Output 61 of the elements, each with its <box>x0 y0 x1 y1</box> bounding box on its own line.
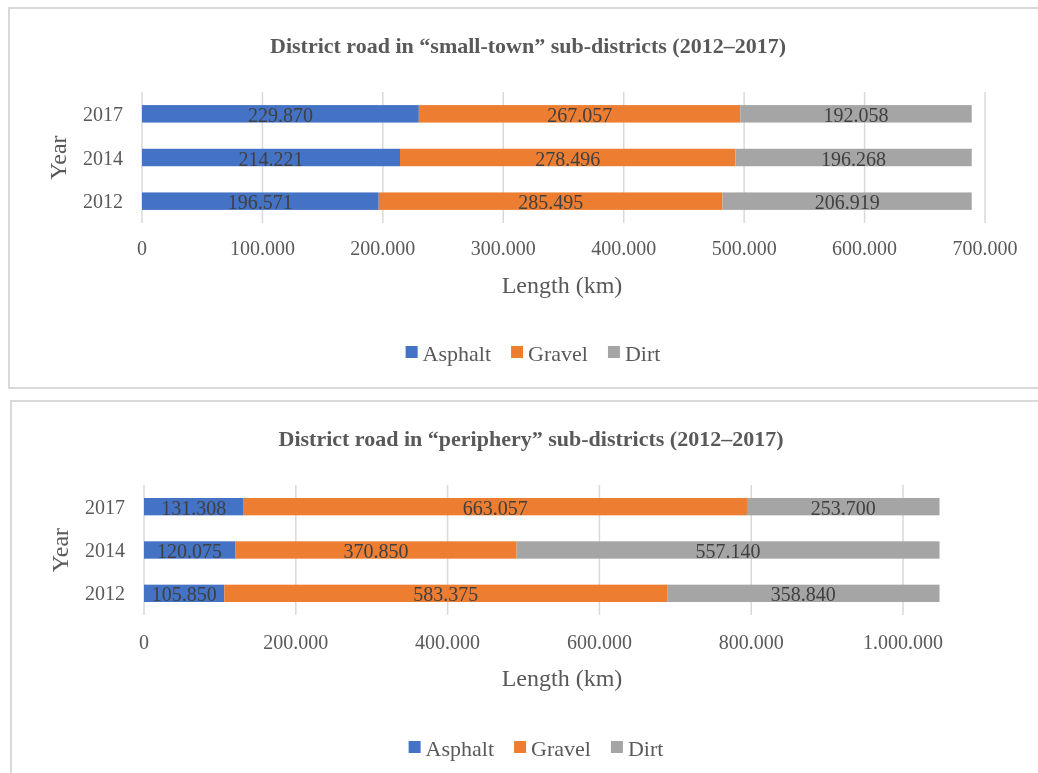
x-tick-label: 500.000 <box>711 237 777 259</box>
x-tick-label: 200.000 <box>350 237 416 259</box>
x-tick-label: 100.000 <box>229 237 295 259</box>
legend-label: Dirt <box>624 340 661 366</box>
x-tick-label: 1.000.000 <box>863 631 944 653</box>
x-tick-label: 0 <box>137 237 147 259</box>
legend-label: Gravel <box>531 735 591 761</box>
data-label: 583.375 <box>413 583 479 606</box>
data-label: 192.058 <box>823 103 889 126</box>
y-tick-label: 2017 <box>85 495 125 518</box>
data-label: 358.840 <box>770 583 836 606</box>
x-tick-label: 400.000 <box>415 631 481 653</box>
y-tick-label: 2017 <box>83 102 123 125</box>
bar <box>399 148 736 167</box>
x-axis-title: Length (km) <box>501 665 623 691</box>
bar <box>142 192 379 210</box>
legend-label: Asphalt <box>422 340 492 366</box>
x-tick-label: 600.000 <box>566 631 632 653</box>
legend-label: Asphalt <box>425 735 495 761</box>
legend-label: Gravel <box>528 340 588 366</box>
data-label: 278.496 <box>535 147 601 170</box>
data-label: 267.057 <box>547 103 613 126</box>
data-label: 229.870 <box>247 103 313 126</box>
chart-title: District road in “small-town” sub-districts (2012–2017) <box>270 32 786 58</box>
y-tick-label: 2014 <box>83 146 123 169</box>
x-tick-label: 700.000 <box>952 237 1018 259</box>
data-label: 105.850 <box>151 583 217 606</box>
data-label: 370.850 <box>343 540 409 562</box>
chart-title: District road in “periphery” sub-districts (2012–2017) <box>278 425 784 451</box>
bar <box>224 584 668 602</box>
y-axis-title: Year <box>45 135 71 180</box>
bar <box>142 105 419 123</box>
y-tick-label: 2014 <box>85 539 125 561</box>
y-axis-title: Year <box>47 527 73 573</box>
data-label: 557.140 <box>695 540 761 562</box>
bar <box>378 192 723 210</box>
data-label: 196.268 <box>821 147 887 170</box>
x-tick-label: 600.000 <box>832 237 898 259</box>
bar <box>235 541 517 559</box>
x-axis-title: Length (km) <box>501 272 623 298</box>
legend-label: Dirt <box>627 735 664 761</box>
data-label: 206.919 <box>814 191 880 214</box>
data-label: 120.075 <box>157 540 223 562</box>
y-tick-label: 2012 <box>83 190 123 213</box>
data-label: 253.700 <box>810 496 876 519</box>
x-tick-label: 300.000 <box>470 237 536 259</box>
bar <box>243 498 747 516</box>
bar <box>516 541 940 559</box>
bar <box>722 192 972 210</box>
data-label: 196.571 <box>227 191 293 214</box>
bar <box>418 105 741 123</box>
data-label: 214.221 <box>238 147 304 170</box>
data-label: 663.057 <box>462 496 528 519</box>
y-tick-label: 2012 <box>85 582 125 605</box>
x-tick-label: 400.000 <box>591 237 657 259</box>
bar <box>740 105 972 123</box>
data-label: 131.308 <box>161 496 227 519</box>
x-tick-label: 0 <box>139 631 149 653</box>
x-tick-label: 200.000 <box>263 631 329 653</box>
data-label: 285.495 <box>518 191 584 214</box>
x-tick-label: 800.000 <box>718 631 784 653</box>
